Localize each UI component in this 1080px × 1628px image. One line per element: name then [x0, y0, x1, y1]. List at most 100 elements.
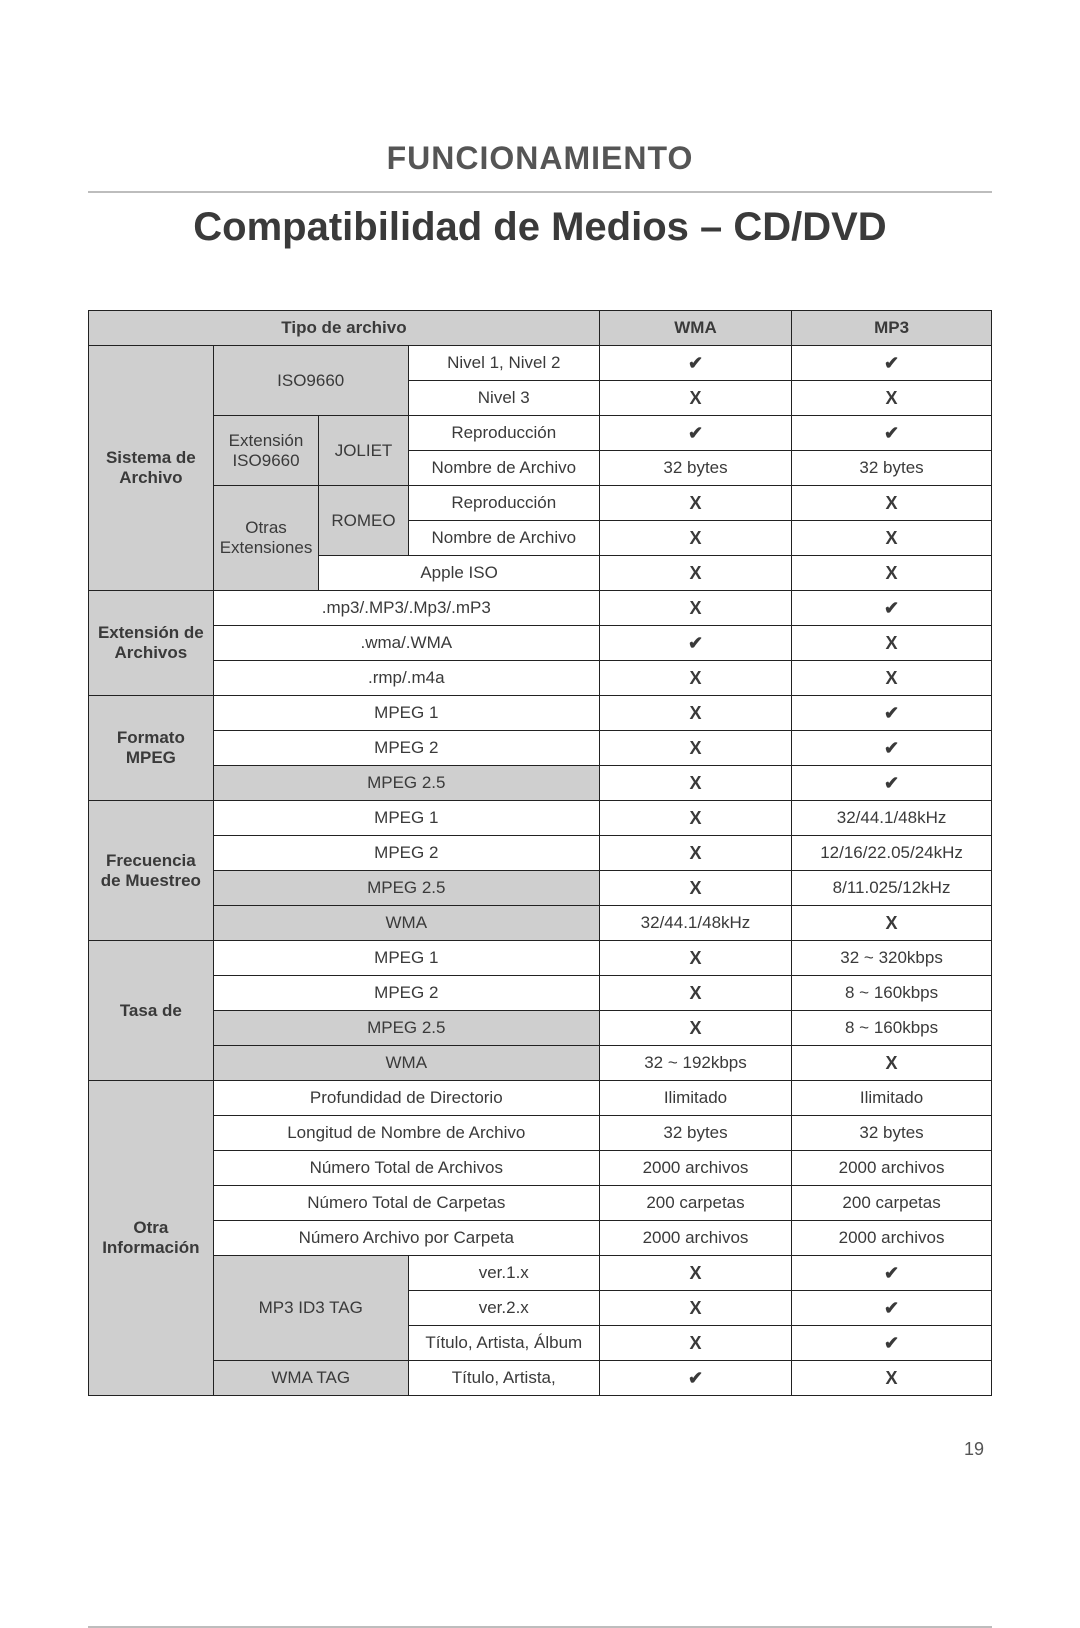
x: X [599, 801, 791, 836]
cell-long-w: 32 bytes [599, 1116, 791, 1151]
hdr-tipo: Tipo de archivo [89, 311, 600, 346]
x: X [792, 1361, 992, 1396]
cell-nac-m: 2000 archivos [792, 1221, 992, 1256]
cell-iso9660: ISO9660 [213, 346, 408, 416]
page-title: Compatibilidad de Medios – CD/DVD [88, 205, 992, 250]
x: X [599, 381, 791, 416]
v: ✔ [792, 1256, 992, 1291]
cell-wtag: WMA TAG [213, 1361, 408, 1396]
cell-v1: ver.1.x [408, 1256, 599, 1291]
rowh-mpeg: Formato MPEG [89, 696, 214, 801]
v: ✔ [599, 416, 791, 451]
cell-tasa-m1: 32 ~ 320kbps [792, 941, 992, 976]
cell-32a: 32 bytes [599, 451, 791, 486]
compat-table: Tipo de archivo WMA MP3 Sistema de Archi… [88, 310, 992, 1396]
cell-nac-w: 2000 archivos [599, 1221, 791, 1256]
x: X [599, 871, 791, 906]
page-number: 19 [964, 1439, 984, 1460]
cell-tm25: MPEG 2.5 [213, 1011, 599, 1046]
x: X [792, 486, 992, 521]
x: X [599, 941, 791, 976]
v: ✔ [792, 346, 992, 381]
cell-nombre1: Nombre de Archivo [408, 451, 599, 486]
x: X [599, 591, 791, 626]
rowh-freq: Frecuencia de Muestreo [89, 801, 214, 941]
cell-extiso: Extensión ISO9660 [213, 416, 319, 486]
cell-repro2: Reproducción [408, 486, 599, 521]
cell-prof: Profundidad de Directorio [213, 1081, 599, 1116]
cell-joliet: JOLIET [319, 416, 408, 486]
v: ✔ [792, 591, 992, 626]
x: X [792, 556, 992, 591]
cell-n12: Nivel 1, Nivel 2 [408, 346, 599, 381]
cell-fm1: MPEG 1 [213, 801, 599, 836]
cell-tasa-m2: 8 ~ 160kbps [792, 976, 992, 1011]
cell-ext-wma: .wma/.WMA [213, 626, 599, 661]
cell-id3: MP3 ID3 TAG [213, 1256, 408, 1361]
v: ✔ [792, 1326, 992, 1361]
v: ✔ [599, 346, 791, 381]
cell-tasa-m25: 8 ~ 160kbps [792, 1011, 992, 1046]
x: X [599, 766, 791, 801]
hdr-wma: WMA [599, 311, 791, 346]
x: X [599, 1291, 791, 1326]
cell-m2: MPEG 2 [213, 731, 599, 766]
x: X [792, 521, 992, 556]
x: X [792, 1046, 992, 1081]
x: X [599, 556, 791, 591]
cell-32b: 32 bytes [792, 451, 992, 486]
x: X [599, 661, 791, 696]
cell-freq-wma: 32/44.1/48kHz [599, 906, 791, 941]
cell-v2: ver.2.x [408, 1291, 599, 1326]
rowh-ext: Extensión de Archivos [89, 591, 214, 696]
cell-prof-m: Ilimitado [792, 1081, 992, 1116]
rowh-otra: Otra Información [89, 1081, 214, 1396]
section-heading: FUNCIONAMIENTO [88, 140, 992, 177]
x: X [599, 1011, 791, 1046]
x: X [599, 1326, 791, 1361]
rowh-sistema: Sistema de Archivo [89, 346, 214, 591]
cell-ntc: Número Total de Carpetas [213, 1186, 599, 1221]
cell-ext-rmp: .rmp/.m4a [213, 661, 599, 696]
cell-nac: Número Archivo por Carpeta [213, 1221, 599, 1256]
cell-romeo: ROMEO [319, 486, 408, 556]
v: ✔ [792, 731, 992, 766]
cell-apple: Apple ISO [319, 556, 600, 591]
cell-ta: Título, Artista, [408, 1361, 599, 1396]
cell-twma: WMA [213, 1046, 599, 1081]
x: X [792, 381, 992, 416]
divider-top [88, 191, 992, 193]
x: X [599, 836, 791, 871]
x: X [599, 696, 791, 731]
x: X [599, 976, 791, 1011]
v: ✔ [792, 416, 992, 451]
v: ✔ [792, 766, 992, 801]
cell-prof-w: Ilimitado [599, 1081, 791, 1116]
x: X [599, 486, 791, 521]
cell-long-m: 32 bytes [792, 1116, 992, 1151]
cell-taa: Título, Artista, Álbum [408, 1326, 599, 1361]
v: ✔ [599, 1361, 791, 1396]
cell-freq-m1: 32/44.1/48kHz [792, 801, 992, 836]
cell-long: Longitud de Nombre de Archivo [213, 1116, 599, 1151]
cell-nta: Número Total de Archivos [213, 1151, 599, 1186]
cell-ntc-w: 200 carpetas [599, 1186, 791, 1221]
cell-tm2: MPEG 2 [213, 976, 599, 1011]
cell-nta-m: 2000 archivos [792, 1151, 992, 1186]
x: X [792, 661, 992, 696]
cell-m1: MPEG 1 [213, 696, 599, 731]
cell-tm1: MPEG 1 [213, 941, 599, 976]
cell-fm2: MPEG 2 [213, 836, 599, 871]
rowh-tasa: Tasa de [89, 941, 214, 1081]
cell-otras: Otras Extensiones [213, 486, 319, 591]
x: X [792, 626, 992, 661]
x: X [599, 731, 791, 766]
x: X [599, 521, 791, 556]
cell-fm25: MPEG 2.5 [213, 871, 599, 906]
cell-tasa-wma: 32 ~ 192kbps [599, 1046, 791, 1081]
cell-fwma: WMA [213, 906, 599, 941]
cell-nombre2: Nombre de Archivo [408, 521, 599, 556]
x: X [792, 906, 992, 941]
cell-repro1: Reproducción [408, 416, 599, 451]
cell-freq-m25: 8/11.025/12kHz [792, 871, 992, 906]
